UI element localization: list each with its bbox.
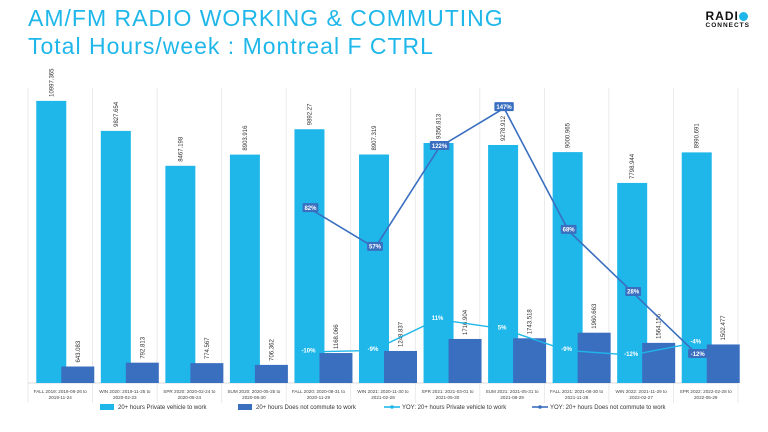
bar-label-no-commute: 1743.518 [528, 309, 534, 335]
yoy-no-commute-label-badge [625, 286, 642, 296]
radio-connects-logo: RADI CONNECTS [706, 10, 750, 30]
bar-label-private-vehicle: 9000.965 [566, 122, 572, 148]
yoy-private-vehicle-label: 11% [432, 316, 444, 322]
logo-text-b: CONNECTS [705, 22, 750, 29]
bar-label-no-commute: 792.813 [140, 336, 146, 358]
bar-label-no-commute: 1502.477 [721, 315, 727, 341]
bar-label-private-vehicle: 8907.319 [372, 125, 378, 151]
yoy-no-commute-label: 28% [627, 290, 640, 296]
title-line-1: AM/FM RADIO WORKING & COMMUTING [28, 5, 504, 31]
legend-line-marker [538, 405, 542, 409]
x-tick-label: WIN 2022: 2021-11-29 to 2022-02-27 [616, 389, 668, 400]
yoy-private-vehicle-label: -4% [690, 339, 701, 345]
legend-swatch [238, 404, 252, 410]
bar-private-vehicle [165, 165, 196, 383]
x-tick-label: WIN 2020: 2019-11-25 to 2020-02-23 [99, 389, 151, 400]
bar-private-vehicle [229, 154, 260, 383]
bar-private-vehicle [36, 100, 67, 383]
bar-label-private-vehicle: 8990.691 [695, 123, 701, 149]
bar-no-commute [125, 362, 159, 383]
legend-label: 20+ hours Does not commute to work [256, 405, 357, 411]
bar-label-private-vehicle: 9892.27 [307, 103, 313, 125]
bar-no-commute [319, 353, 353, 383]
yoy-no-commute-label: 57% [369, 245, 382, 251]
bar-label-no-commute: 1248.837 [399, 321, 405, 347]
yoy-no-commute-label-badge [560, 224, 577, 234]
x-tick-label: FALL 2020: 2020-08-31 to 2020-11-29 [292, 389, 346, 400]
bar-no-commute [61, 366, 95, 383]
logo-text-a: RADI [705, 9, 739, 23]
yoy-private-vehicle-label-badge [495, 322, 509, 332]
yoy-no-commute-label-badge [494, 102, 514, 112]
x-tick-label: SUM 2020: 2020-05-25 to 2020-08-30 [227, 389, 280, 400]
x-tick-label: FALL 2019: 2019-08-26 to 2019-11-24 [34, 389, 88, 400]
bar-label-no-commute: 643.083 [76, 340, 82, 362]
yoy-private-vehicle-label: 5% [498, 325, 507, 331]
x-tick-label: WIN 2021: 2020-11-30 to 2021-02-28 [357, 389, 409, 400]
legend-label: YOY: 20+ hours Private vehicle to work [402, 405, 507, 411]
yoy-private-vehicle-label: -9% [561, 347, 572, 353]
logo-dot-icon [738, 12, 748, 21]
bar-label-no-commute: 706.362 [269, 339, 275, 361]
bar-label-private-vehicle: 9278.912 [501, 115, 507, 141]
yoy-private-vehicle-label: -10% [301, 349, 316, 355]
legend-label: YOY: 20+ hours Does not commute to work [550, 405, 667, 411]
x-tick-label: SPR 2020: 2020-02-24 to 2020-05-24 [163, 389, 216, 400]
bar-no-commute [190, 363, 224, 383]
yoy-no-commute-label: 122% [432, 144, 448, 150]
bar-label-private-vehicle: 10997.365 [49, 68, 55, 97]
bar-label-no-commute: 1564.156 [657, 313, 663, 339]
yoy-no-commute-label-badge [429, 141, 450, 150]
bar-label-no-commute: 1716.904 [463, 309, 469, 335]
legend-line-marker [390, 405, 394, 409]
yoy-private-vehicle-label-badge [365, 344, 381, 354]
bar-no-commute [513, 338, 547, 383]
yoy-private-vehicle-label: -9% [368, 347, 379, 353]
yoy-private-vehicle-label-badge [429, 313, 446, 323]
bar-label-private-vehicle: 8903.916 [243, 125, 249, 151]
yoy-no-commute-label: 82% [304, 206, 317, 212]
x-tick-label: SPR 2021: 2021-03-01 to 2021-05-30 [421, 389, 474, 400]
yoy-no-commute-label: 68% [563, 228, 576, 234]
yoy-no-commute-label-badge [688, 349, 708, 359]
bar-label-no-commute: 1168.066 [334, 324, 340, 349]
bar-label-no-commute: 1960.663 [592, 303, 598, 329]
yoy-private-vehicle-label-badge [558, 344, 575, 354]
bar-no-commute [642, 342, 676, 383]
bar-no-commute [706, 344, 740, 383]
bar-label-no-commute: 774.567 [205, 337, 211, 359]
yoy-private-vehicle-label-badge [621, 349, 641, 359]
bar-no-commute [577, 332, 611, 383]
x-tick-label: FALL 2021: 2021-08-30 to 2021-11-28 [550, 389, 604, 400]
bar-label-private-vehicle: 9356.813 [437, 113, 443, 139]
bar-no-commute [254, 364, 288, 383]
bar-label-private-vehicle: 9827.654 [114, 101, 120, 127]
yoy-private-vehicle-label-badge [687, 336, 704, 346]
bar-no-commute [448, 338, 482, 383]
bar-label-private-vehicle: 8467.198 [178, 136, 184, 162]
bar-private-vehicle [100, 130, 131, 383]
yoy-private-vehicle-label-badge [298, 345, 319, 355]
title-line-2: Total Hours/week : Montreal F CTRL [28, 33, 434, 59]
yoy-no-commute-label-badge [367, 241, 383, 251]
bar-label-private-vehicle: 7798.944 [630, 153, 636, 179]
yoy-no-commute-label-badge [302, 203, 319, 213]
x-tick-label: SPR 2022: 2022-02-28 to 2022-05-29 [680, 389, 733, 400]
bar-no-commute [384, 350, 417, 383]
yoy-no-commute-label: 147% [496, 105, 512, 111]
chart-title: AM/FM RADIO WORKING & COMMUTING Total Ho… [28, 4, 504, 60]
legend-swatch [100, 404, 114, 410]
x-tick-label: SUM 2021: 2021-05-31 to 2021-08-29 [486, 389, 539, 400]
yoy-private-vehicle-label: -12% [624, 352, 639, 358]
legend-label: 20+ hours Private vehicle to work [118, 405, 208, 411]
yoy-no-commute-label: -12% [691, 352, 706, 358]
bar-private-vehicle [294, 129, 325, 383]
